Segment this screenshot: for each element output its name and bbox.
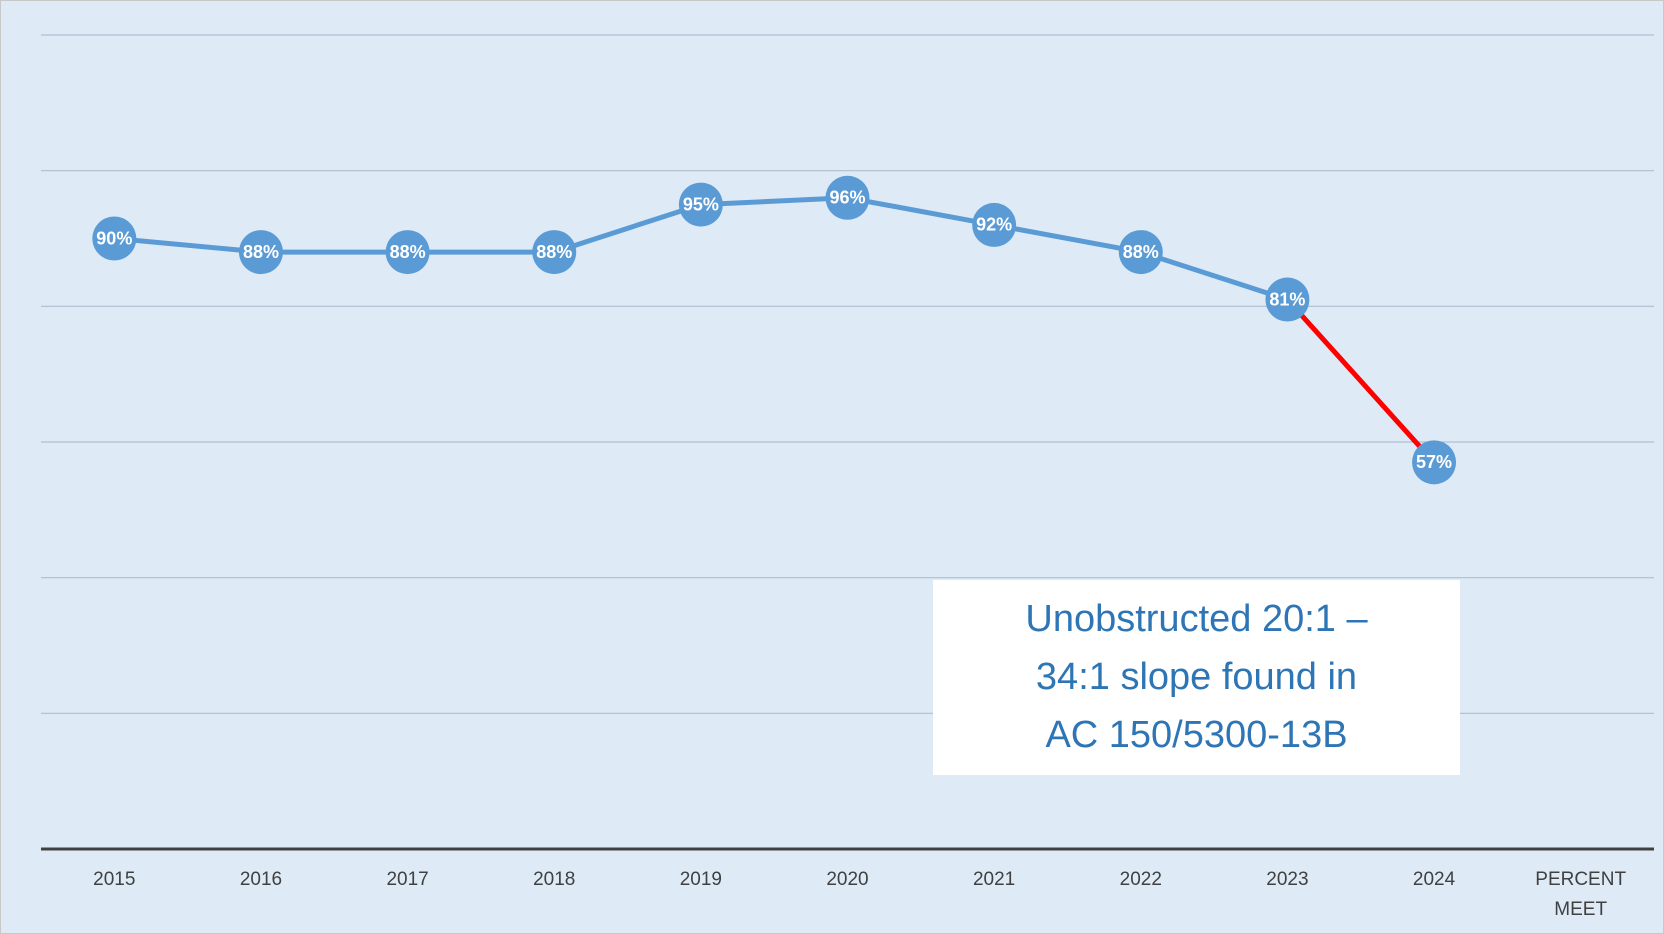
- data-label: 90%: [96, 228, 132, 248]
- data-label: 96%: [829, 188, 865, 208]
- data-label: 95%: [683, 194, 719, 214]
- x-tick-label: 2019: [679, 869, 722, 890]
- marker: [825, 175, 870, 220]
- data-label: 92%: [976, 215, 1012, 235]
- x-tick-label: 2021: [972, 869, 1016, 890]
- marker: [238, 230, 283, 275]
- x-tick-label: 2015: [93, 869, 136, 890]
- annotation-line: Unobstructed 20:1 –: [1025, 598, 1368, 640]
- line-segment: [700, 195, 848, 208]
- annotation-line: 34:1 slope found in: [1035, 656, 1358, 698]
- line-segment: [553, 202, 702, 255]
- line-segment: [993, 222, 1142, 255]
- line-segment: [847, 195, 995, 228]
- marker: [532, 230, 577, 275]
- x-tick-label: 2024: [1412, 869, 1456, 890]
- annotation-line: AC 150/5300-13B: [1045, 714, 1348, 756]
- x-tick-label: 2023: [1266, 869, 1309, 890]
- marker: [1265, 277, 1310, 322]
- x-tick-label: 2018: [533, 869, 576, 890]
- marker: [385, 230, 430, 275]
- line-segment: [114, 236, 262, 255]
- data-label: 81%: [1269, 289, 1305, 309]
- x-tick-label: PERCENT MEET: [1535, 869, 1627, 920]
- marker: [1118, 230, 1163, 275]
- annotation-box: Unobstructed 20:1 – 34:1 slope found in AC…: [933, 580, 1460, 775]
- line-segment: [1139, 249, 1289, 302]
- x-tick-label: 2022: [1119, 869, 1162, 890]
- marker: [92, 216, 137, 261]
- marker: [972, 202, 1017, 247]
- x-tick-label: 2016: [239, 869, 283, 890]
- data-label: 88%: [243, 242, 279, 262]
- marker: [1412, 440, 1457, 485]
- x-tick-label: 2020: [826, 869, 869, 890]
- data-label: 88%: [390, 242, 426, 262]
- data-label: 88%: [1123, 242, 1159, 262]
- line-segment: [1285, 297, 1436, 465]
- marker: [678, 182, 723, 227]
- data-label: 88%: [536, 242, 572, 262]
- x-tick-label: 2017: [386, 869, 429, 890]
- data-label: 57%: [1416, 452, 1452, 472]
